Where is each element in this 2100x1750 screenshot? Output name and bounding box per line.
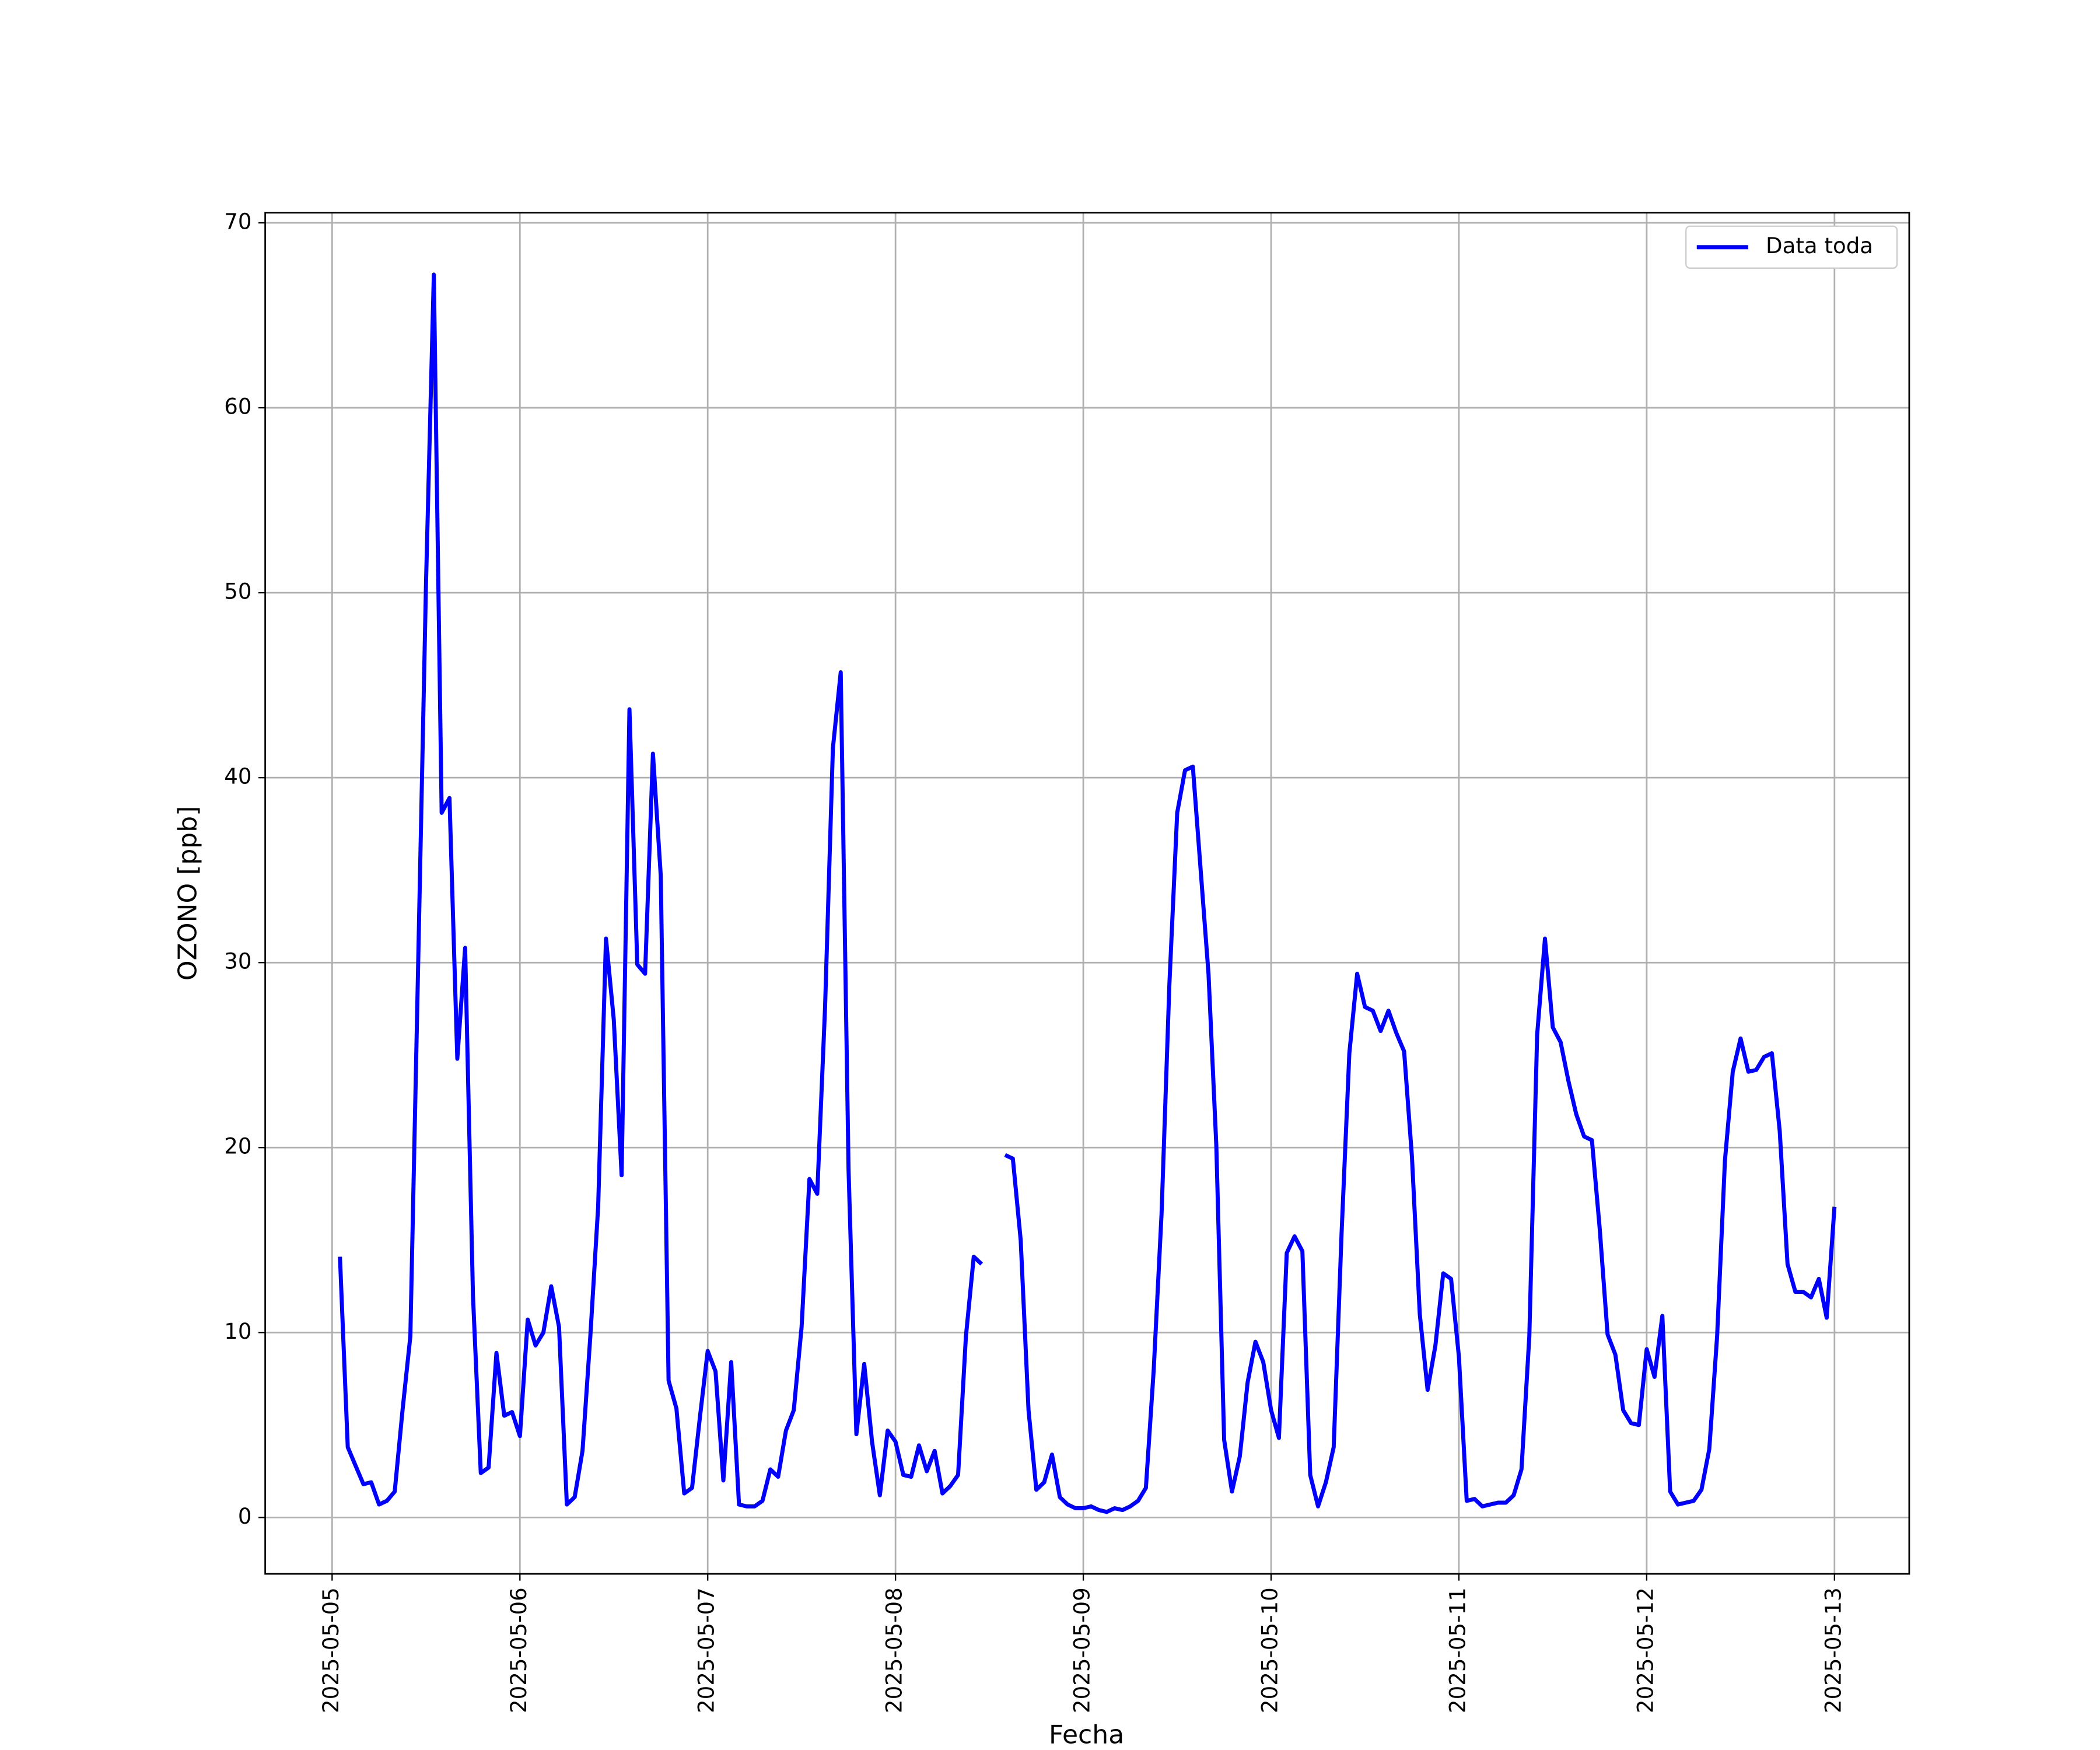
y-tick-label: 0 [238, 1504, 252, 1529]
y-tick-label: 20 [224, 1134, 251, 1159]
x-tick-label: 2025-05-12 [1633, 1587, 1658, 1713]
y-axis-label: OZONO [ppb] [173, 806, 203, 981]
y-tick-label: 50 [224, 579, 251, 604]
x-tick-label: 2025-05-05 [318, 1587, 344, 1713]
data-line [338, 272, 1837, 1514]
x-axis-label: Fecha [1049, 1720, 1124, 1749]
x-tick-label: 2025-05-11 [1445, 1587, 1470, 1713]
legend-label: Data toda [1766, 233, 1873, 258]
x-tick-label: 2025-05-10 [1258, 1587, 1283, 1713]
x-tick-label: 2025-05-07 [694, 1587, 719, 1713]
y-tick-label: 30 [224, 949, 251, 974]
legend-box [1685, 225, 1898, 269]
y-tick-label: 70 [224, 209, 251, 234]
y-tick-label: 40 [224, 764, 251, 789]
y-tick-label: 10 [224, 1319, 251, 1344]
x-tick-label: 2025-05-08 [882, 1587, 907, 1713]
x-tick-label: 2025-05-06 [506, 1587, 531, 1713]
y-tick-label: 60 [224, 394, 251, 419]
plot-frame [264, 212, 1910, 1575]
x-tick-label: 2025-05-13 [1821, 1587, 1846, 1713]
x-tick-label: 2025-05-09 [1070, 1587, 1095, 1713]
